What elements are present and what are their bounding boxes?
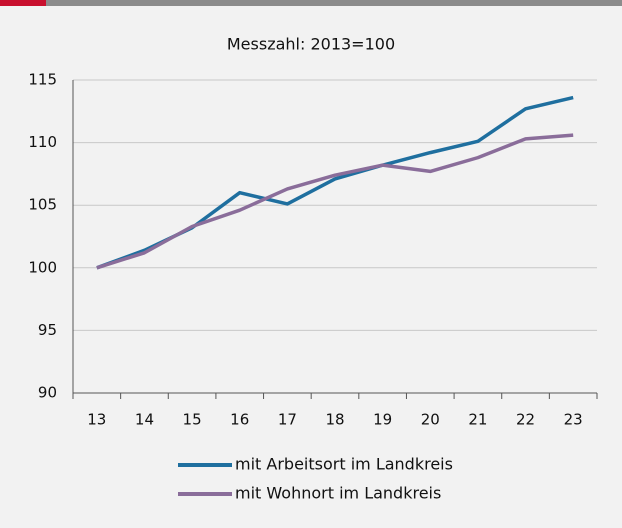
- x-tick-label: 19: [373, 411, 392, 429]
- chart-title: Messzahl: 2013=100: [227, 35, 395, 54]
- y-tick-label: 105: [28, 196, 57, 214]
- legend-label: mit Arbeitsort im Landkreis: [235, 455, 453, 474]
- top-bar-accent: [0, 0, 46, 6]
- x-tick-label: 22: [516, 411, 535, 429]
- x-tick-label: 15: [183, 411, 202, 429]
- y-tick-label: 95: [38, 321, 57, 339]
- series-line: [96, 133, 574, 270]
- x-tick-label: 20: [421, 411, 440, 429]
- y-tick-label: 90: [38, 384, 57, 402]
- x-tick-label: 17: [278, 411, 297, 429]
- x-tick-label: 18: [325, 411, 344, 429]
- y-tick-label: 115: [28, 71, 57, 89]
- x-tick-label: 14: [135, 411, 154, 429]
- x-tick-label: 13: [87, 411, 106, 429]
- x-tick-label: 23: [564, 411, 583, 429]
- x-tick-label: 16: [230, 411, 249, 429]
- y-tick-label: 100: [28, 258, 57, 276]
- top-bar: [46, 0, 622, 6]
- x-tick-label: 21: [468, 411, 487, 429]
- legend-label: mit Wohnort im Landkreis: [235, 484, 441, 503]
- y-tick-label: 110: [28, 133, 57, 151]
